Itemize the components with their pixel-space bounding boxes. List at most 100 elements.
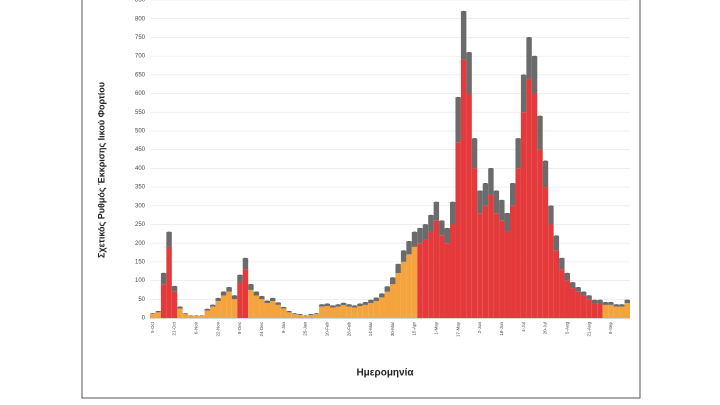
y-tick-label: 250	[135, 222, 146, 228]
bar	[493, 213, 500, 318]
error-band	[275, 302, 281, 305]
bar	[406, 254, 412, 318]
error-band	[390, 277, 396, 285]
bar	[237, 282, 243, 318]
error-band	[586, 295, 592, 300]
x-tick-label: 1-May	[434, 321, 439, 334]
bar	[286, 312, 292, 318]
bar	[400, 261, 407, 318]
bar	[455, 142, 461, 318]
error-band	[531, 56, 538, 94]
y-tick-label: 800	[135, 16, 146, 22]
x-axis-title: Ημερομηνία	[356, 368, 414, 379]
y-tick-label: 350	[135, 185, 146, 191]
y-tick-label: 200	[135, 241, 146, 247]
bar	[177, 308, 183, 318]
bar	[510, 205, 516, 318]
bar	[248, 289, 254, 318]
x-tick-label: 2-Jun	[477, 322, 482, 334]
error-band	[482, 183, 489, 206]
error-band	[237, 274, 243, 283]
error-band	[166, 231, 172, 247]
error-band	[291, 313, 298, 315]
bar	[335, 306, 341, 318]
bar	[231, 299, 238, 318]
bar	[526, 78, 532, 319]
bar	[215, 301, 221, 318]
error-band	[395, 264, 401, 274]
bar	[291, 314, 298, 318]
error-band	[526, 37, 532, 79]
bar	[613, 306, 620, 318]
x-tick-label: 26-Feb	[346, 322, 351, 337]
error-band	[624, 300, 630, 304]
bar	[460, 59, 467, 318]
bar	[155, 312, 161, 318]
error-band	[580, 291, 587, 296]
error-band	[602, 302, 609, 305]
error-band	[493, 190, 500, 214]
error-band	[477, 190, 483, 214]
x-tick-label: 5-Aug	[564, 322, 569, 335]
error-band	[608, 302, 614, 305]
x-tick-label: 14-Mar	[368, 322, 373, 337]
y-tick-label: 50	[138, 297, 145, 303]
error-band	[155, 311, 161, 313]
y-tick-label: 750	[135, 35, 146, 41]
error-band	[466, 52, 472, 94]
bar	[477, 213, 483, 318]
y-tick-label: 700	[135, 54, 146, 60]
error-band	[319, 304, 325, 307]
error-band	[362, 302, 369, 305]
error-band	[504, 213, 510, 232]
bar	[488, 194, 494, 318]
error-band	[379, 293, 385, 298]
error-band	[324, 303, 330, 307]
y-tick-label: 500	[135, 129, 146, 135]
error-band	[400, 250, 407, 262]
bar	[390, 284, 396, 318]
bar	[602, 304, 609, 318]
bar	[324, 306, 330, 318]
error-band	[510, 183, 516, 206]
error-band	[171, 286, 178, 292]
x-tick-label: 15-Apr	[412, 322, 417, 336]
x-tick-label: 8-Dec	[237, 321, 242, 334]
bar	[330, 307, 336, 318]
error-band	[280, 307, 287, 309]
error-band	[259, 296, 265, 300]
bar	[575, 291, 581, 318]
bar	[482, 205, 489, 318]
bar	[559, 269, 565, 318]
x-tick-label: 6-Sep	[608, 322, 613, 335]
error-band	[160, 273, 167, 285]
bar	[270, 301, 276, 318]
error-band	[619, 304, 625, 307]
error-band	[340, 303, 347, 306]
y-tick-label: 600	[135, 91, 146, 97]
bar	[297, 315, 303, 318]
x-tick-label: 21-Oct	[172, 321, 177, 335]
bar	[384, 291, 390, 318]
error-band	[439, 220, 445, 236]
error-band	[204, 309, 210, 311]
bar	[624, 303, 630, 318]
error-band	[422, 224, 429, 240]
error-band	[264, 300, 270, 304]
bar	[357, 306, 363, 318]
bar	[226, 291, 232, 318]
y-tick-label: 100	[135, 278, 146, 284]
x-tick-label: 25-Jan	[303, 322, 308, 336]
error-band	[210, 304, 216, 307]
bar	[597, 303, 603, 318]
bar	[199, 316, 205, 318]
x-tick-label: 4-Jul	[521, 322, 526, 332]
error-band	[177, 306, 183, 309]
bar	[280, 308, 287, 318]
error-band	[215, 298, 221, 302]
bar	[395, 273, 401, 318]
error-band	[455, 97, 461, 143]
y-tick-label: 450	[135, 147, 146, 153]
error-band	[515, 138, 521, 169]
bar	[160, 284, 167, 318]
